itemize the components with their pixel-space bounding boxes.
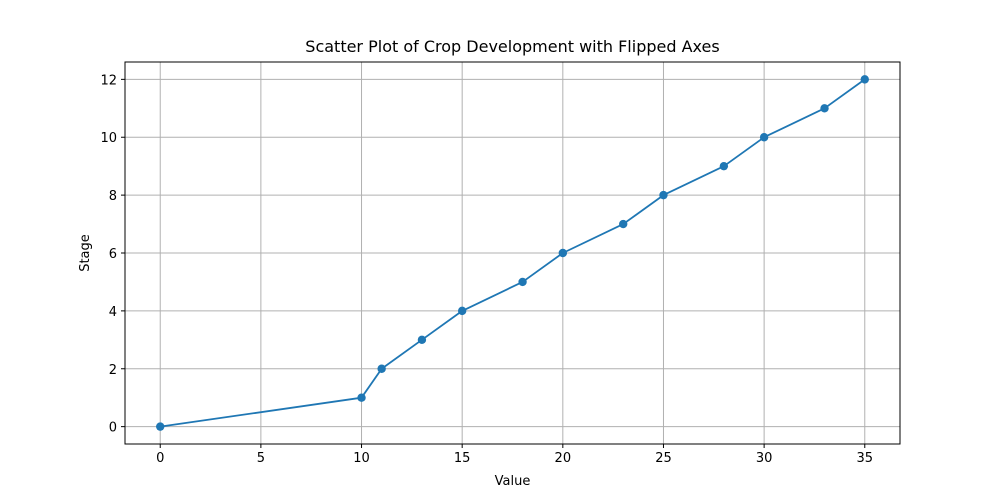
- grid-layer: [125, 62, 900, 444]
- data-point: [156, 422, 165, 431]
- data-point: [619, 219, 628, 229]
- x-tick-label: 15: [454, 451, 471, 466]
- x-axis-label: Value: [495, 474, 531, 489]
- data-point: [518, 277, 527, 287]
- x-tick-label: 5: [257, 451, 265, 466]
- y-tick-label: 6: [109, 247, 117, 262]
- data-point: [820, 104, 829, 113]
- data-point: [719, 161, 729, 171]
- x-tick-label: 30: [756, 451, 773, 466]
- series-layer: [156, 75, 869, 431]
- y-tick-label: 2: [109, 363, 117, 378]
- data-point: [357, 393, 366, 402]
- y-tick-label: 10: [100, 131, 117, 146]
- data-point: [759, 133, 769, 142]
- x-tick-label: 25: [655, 451, 672, 466]
- data-point: [558, 248, 568, 258]
- ticks-layer: 0 5 10 15 20 25 30 35 0 2 4 6 8 10 12: [100, 73, 873, 466]
- y-tick-label: 8: [109, 189, 117, 204]
- x-tick-label: 35: [856, 451, 873, 466]
- y-axis-label: Stage: [78, 234, 93, 272]
- data-point: [377, 364, 386, 373]
- x-tick-label: 0: [156, 451, 164, 466]
- y-tick-label: 4: [109, 305, 117, 320]
- data-point: [457, 306, 467, 316]
- x-tick-label: 10: [353, 451, 370, 466]
- data-point: [417, 335, 427, 345]
- x-tick-label: 20: [555, 451, 572, 466]
- data-point: [860, 75, 869, 84]
- chart-title: Scatter Plot of Crop Development with Fl…: [305, 37, 719, 56]
- y-tick-label: 0: [109, 421, 117, 436]
- data-point: [659, 190, 668, 200]
- y-tick-label: 12: [100, 73, 117, 88]
